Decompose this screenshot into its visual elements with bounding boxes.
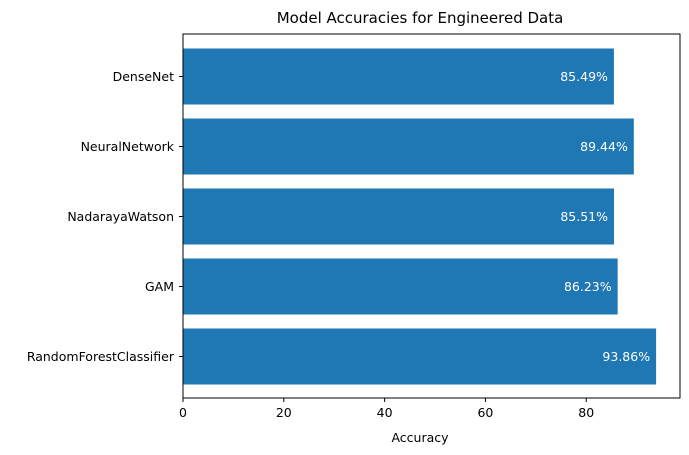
- bar-nadarayawatson: [183, 188, 615, 245]
- data-label-gam: 86.23%: [564, 279, 612, 294]
- x-tick-label-60: 60: [477, 405, 493, 420]
- bar-neuralnetwork: [183, 118, 634, 175]
- data-label-densenet: 85.49%: [560, 69, 608, 84]
- y-tick-label-gam: GAM: [145, 279, 174, 294]
- data-label-randomforestclassifier: 93.86%: [602, 349, 650, 364]
- bar-randomforestclassifier: [183, 328, 657, 385]
- data-labels-layer: 85.49% 89.44% 85.51% 86.23% 93.86%: [560, 69, 650, 364]
- bar-gam: [183, 258, 618, 315]
- x-axis-label: Accuracy: [391, 430, 449, 445]
- y-tick-label-randomforestclassifier: RandomForestClassifier: [27, 349, 175, 364]
- y-tick-label-nadarayawatson: NadarayaWatson: [67, 209, 174, 224]
- x-tick-label-20: 20: [276, 405, 292, 420]
- x-tick-label-80: 80: [578, 405, 594, 420]
- chart-title: Model Accuracies for Engineered Data: [277, 9, 564, 27]
- plot-frame: [182, 33, 681, 399]
- bar-densenet: [183, 48, 614, 105]
- bars-layer: [183, 48, 657, 385]
- x-tick-label-40: 40: [377, 405, 393, 420]
- x-tick-label-0: 0: [179, 405, 187, 420]
- axes-layer: DenseNet NeuralNetwork NadarayaWatson GAM Ra…: [27, 33, 681, 420]
- data-label-neuralnetwork: 89.44%: [580, 139, 628, 154]
- y-tick-label-neuralnetwork: NeuralNetwork: [81, 139, 175, 154]
- y-tick-label-densenet: DenseNet: [113, 69, 174, 84]
- data-label-nadarayawatson: 85.51%: [560, 209, 608, 224]
